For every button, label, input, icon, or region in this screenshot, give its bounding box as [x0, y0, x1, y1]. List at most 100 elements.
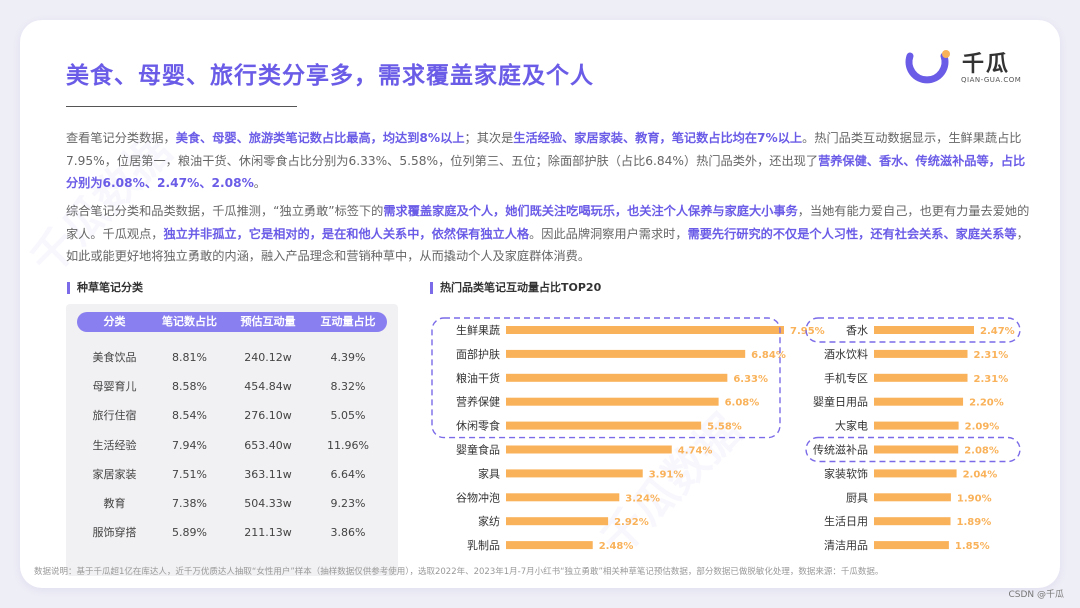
body-text: 。	[253, 176, 266, 190]
section-title-top20: 热门品类笔记互动量占比TOP20	[430, 282, 601, 294]
table-cell: 9.23%	[330, 497, 366, 510]
table-row: 旅行住宿 8.54% 276.10w 5.05%	[77, 406, 387, 426]
category-label: 传统滋补品	[813, 444, 868, 457]
table-cell: 8.81%	[172, 351, 207, 364]
body-text: 。热门品类互动数据显示，生鲜果蔬占比7.95%，位居第一，粮油干货、休闲零食占比…	[66, 131, 1022, 168]
bar	[874, 493, 951, 502]
category-label: 香水	[846, 324, 868, 337]
highlight-text: 需求覆盖家庭及个人，她们既关注吃喝玩乐，也关注个人保养与家庭大小事务	[383, 204, 798, 218]
bar	[506, 445, 672, 454]
data-label: 2.31%	[974, 374, 1009, 385]
body-text: 查看笔记分类数据，	[66, 131, 176, 145]
bar	[874, 349, 968, 358]
table-cell: 旅行住宿	[92, 409, 137, 423]
category-label: 婴童食品	[456, 443, 500, 457]
bar	[874, 469, 957, 478]
table-cell: 3.86%	[330, 526, 366, 540]
bar	[874, 541, 949, 550]
column-header: 笔记数占比	[162, 315, 217, 328]
source-credit: CSDN @千瓜	[1008, 590, 1064, 600]
table-cell: 4.39%	[330, 351, 366, 364]
table-cell: 家居家装	[92, 467, 137, 481]
data-label: 7.95%	[790, 326, 825, 337]
highlight-text: 需要先行研究的不仅是个人习性，还有社会关系、家庭关系等	[687, 226, 1017, 241]
bar	[506, 421, 702, 430]
bar	[506, 326, 784, 334]
highlight-box	[431, 317, 781, 439]
table-cell: 240.12w	[244, 351, 292, 364]
category-label: 面部护肤	[456, 347, 500, 361]
bar	[506, 541, 593, 550]
category-label: 厨具	[846, 491, 868, 504]
data-label: 6.08%	[725, 398, 760, 409]
bar	[506, 493, 620, 502]
data-label: 3.91%	[649, 469, 684, 480]
category-label: 婴童日用品	[813, 395, 868, 409]
table-cell: 6.64%	[330, 467, 366, 481]
table-row: 生活经验 7.94% 653.40w 11.96%	[77, 436, 387, 456]
category-label: 清洁用品	[824, 539, 868, 552]
slide-card: 千瓜数据 千瓜数据 美食、母婴、旅行类分享多，需求覆盖家庭及个人 千瓜 QIAN…	[20, 20, 1060, 588]
highlight-text: 营养保健、香水、传统滋补品等，占比分别为6.08%、2.47%、2.08%	[66, 153, 1026, 191]
data-label: 2.08%	[964, 446, 999, 457]
top20-bar-chart: 生鲜果蔬 7.95% 面部护肤 6.84% 粮油干货 6.33% 营养保健 6.08% 休闲零食…	[431, 317, 1021, 552]
data-label: 2.31%	[974, 350, 1009, 361]
title-underline	[66, 106, 297, 107]
table-cell: 生活经验	[92, 438, 137, 452]
category-label: 休闲零食	[456, 419, 500, 433]
table-row: 美食饮品 8.81% 240.12w 4.39%	[77, 348, 387, 368]
table-cell: 美食饮品	[92, 351, 137, 364]
table-cell: 11.96%	[327, 438, 369, 452]
analysis-paragraph-2: 综合笔记分类和品类数据，千瓜推测，“独立勇敢”标签下的需求覆盖家庭及个人，她们既…	[66, 200, 1030, 268]
data-label: 2.48%	[599, 541, 634, 552]
table-cell: 7.51%	[172, 467, 207, 481]
data-label: 3.24%	[625, 493, 660, 504]
column-header: 互动量占比	[320, 315, 376, 328]
highlight-text: 生活经验、家居家装、教育，笔记数占比均在7%以上	[513, 131, 803, 145]
category-label: 生鲜果蔬	[456, 323, 500, 337]
table-row: 教育 7.38% 504.33w 9.23%	[77, 494, 387, 514]
table-cell: 454.84w	[244, 380, 292, 394]
category-label: 谷物冲泡	[456, 490, 500, 504]
category-label: 乳制品	[467, 539, 500, 552]
category-label: 家具	[478, 466, 500, 480]
data-label: 5.58%	[707, 422, 742, 433]
highlight-text: 美食、母婴、旅游类笔记数占比最高，均达到8%以上	[175, 131, 465, 145]
table-cell: 363.11w	[244, 467, 292, 481]
category-label: 家纺	[478, 514, 500, 528]
highlight-box	[805, 317, 1021, 343]
table-cell: 8.32%	[330, 380, 366, 394]
bar	[874, 397, 964, 406]
table-row: 母婴育儿 8.58% 454.84w 8.32%	[77, 377, 387, 397]
category-label: 手机专区	[824, 371, 868, 385]
body-text: 综合笔记分类和品类数据，千瓜推测，“独立勇敢”标签下的	[66, 204, 384, 218]
data-label: 2.04%	[963, 469, 998, 480]
data-label: 1.85%	[955, 541, 990, 552]
category-label: 营养保健	[456, 395, 500, 409]
body-text: 。因此品牌洞察用户需求时，	[529, 226, 688, 241]
table-cell: 8.58%	[172, 380, 207, 394]
category-label: 生活日用	[824, 514, 868, 528]
bar	[506, 397, 719, 406]
bar	[874, 421, 959, 430]
data-label: 2.20%	[969, 398, 1004, 409]
bar	[874, 445, 959, 454]
category-table: 分类 笔记数占比 预估互动量 互动量占比 美食饮品 8.81% 240.12w 4.3…	[66, 304, 398, 576]
data-label: 1.89%	[957, 517, 992, 528]
category-label: 酒水饮料	[824, 347, 868, 361]
table-cell: 276.10w	[244, 409, 292, 423]
data-label: 6.33%	[733, 374, 768, 385]
bar	[874, 373, 968, 382]
table-cell: 7.38%	[172, 497, 207, 510]
column-header: 分类	[103, 315, 126, 328]
column-header: 预估互动量	[240, 315, 296, 328]
logo-mark-icon	[905, 50, 950, 84]
table-header: 分类 笔记数占比 预估互动量 互动量占比	[77, 312, 387, 332]
analysis-paragraph-1: 查看笔记分类数据，美食、母婴、旅游类笔记数占比最高，均达到8%以上；其次是生活经…	[66, 127, 1030, 195]
table-cell: 211.13w	[244, 526, 292, 540]
body-text: ，如此或能更好地将独立勇敢的内涵，融入产品理念和营销种草中，从而撬动个人及家庭群…	[66, 226, 1029, 264]
table-cell: 7.94%	[172, 438, 207, 452]
table-row: 家居家装 7.51% 363.11w 6.64%	[77, 465, 387, 485]
highlight-box	[805, 436, 1021, 463]
table-cell: 8.54%	[172, 409, 207, 423]
